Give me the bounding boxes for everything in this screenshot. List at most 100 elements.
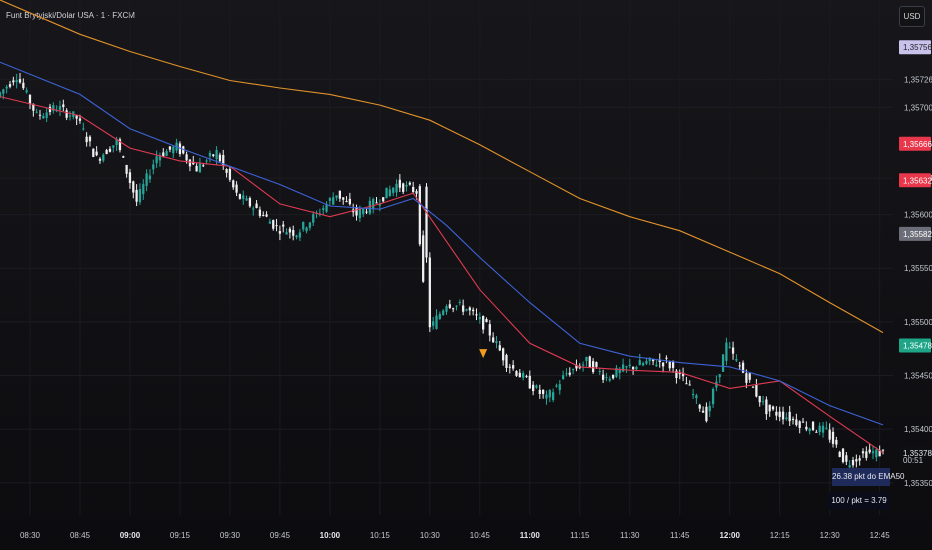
candle-body [615, 367, 618, 377]
candle-235 [781, 406, 785, 425]
candle-body [295, 235, 298, 238]
candle-body [588, 356, 591, 368]
candle-body [845, 455, 848, 462]
candle-158 [525, 374, 528, 378]
candle-body [372, 199, 375, 209]
candle-43 [142, 179, 145, 200]
candle-body [428, 257, 431, 328]
candle-115 [382, 197, 385, 203]
candle-192 [638, 353, 641, 366]
candle-145 [482, 315, 485, 334]
candle-220 [731, 341, 735, 360]
candle-13 [42, 113, 45, 119]
candle-body [242, 195, 245, 199]
candle-60 [198, 157, 202, 173]
candle-body [748, 373, 751, 380]
x-tick-label-6: 10:00 [320, 531, 341, 540]
candle-53 [175, 138, 178, 154]
candle-body [58, 106, 62, 110]
candle-71 [235, 181, 238, 197]
candle-body [418, 186, 421, 245]
candle-body [102, 154, 105, 161]
candle-79 [262, 211, 265, 217]
candle-body [52, 105, 55, 111]
candle-body [45, 112, 48, 118]
candle-237 [788, 405, 791, 427]
candle-124 [412, 181, 415, 195]
candle-147 [488, 319, 491, 342]
candle-245 [815, 429, 818, 433]
candle-26 [85, 132, 88, 147]
candle-27 [88, 135, 92, 147]
candle-body [262, 215, 265, 217]
candle-body [205, 160, 208, 162]
candle-body [68, 115, 72, 117]
y-tick-label-0: 1,35726 [904, 75, 932, 84]
candle-102 [338, 190, 342, 202]
candle-body [628, 364, 631, 367]
candle-213 [708, 401, 711, 418]
candle-body [88, 136, 92, 142]
candle-206 [685, 376, 688, 385]
candle-252 [838, 450, 841, 458]
candle-body [585, 356, 588, 362]
candle-243 [808, 427, 811, 435]
candle-body [658, 359, 661, 363]
candle-body [442, 310, 445, 315]
candle-103 [342, 197, 345, 205]
candle-247 [821, 421, 825, 438]
candle-body [798, 421, 801, 428]
candle-body [558, 384, 561, 391]
candle-232 [771, 405, 775, 411]
candle-253 [841, 447, 845, 464]
candle-body [192, 161, 195, 165]
candle-157 [522, 370, 525, 381]
candle-body [831, 431, 835, 444]
candle-body [142, 184, 145, 195]
candle-body [771, 406, 775, 410]
candle-body [245, 198, 248, 201]
candle-143 [475, 308, 478, 321]
candle-0 [0, 91, 2, 99]
candle-body [868, 449, 871, 453]
candle-144 [478, 312, 481, 324]
candle-101 [335, 195, 338, 201]
candle-body [541, 389, 545, 395]
candle-body [875, 449, 878, 458]
x-tick-label-7: 10:15 [370, 531, 391, 540]
candle-139 [462, 299, 465, 316]
point-value-label: 100 / pkt = 3.79 [828, 492, 890, 510]
candle-153 [508, 363, 511, 374]
candle-88 [292, 225, 295, 241]
candle-163 [541, 389, 545, 399]
currency-button[interactable]: USD [899, 6, 925, 27]
candle-body [818, 425, 821, 432]
candle-body [5, 86, 8, 89]
candle-body [571, 369, 575, 371]
candle-body [82, 128, 85, 130]
candle-64 [212, 153, 215, 158]
candle-122 [405, 181, 408, 192]
candle-37 [122, 155, 125, 159]
candle-body [435, 315, 438, 329]
candle-30 [98, 157, 102, 164]
candle-body [25, 90, 28, 93]
candle-216 [718, 373, 721, 384]
candle-146 [485, 317, 488, 323]
candle-body [382, 197, 385, 202]
candle-body [112, 145, 115, 148]
candle-body [465, 309, 468, 311]
candle-body [215, 149, 218, 159]
candle-body [488, 324, 491, 336]
candle-body [671, 361, 675, 368]
candle-body [135, 189, 138, 202]
candle-body [768, 404, 771, 412]
candle-body [685, 383, 688, 385]
candle-63 [208, 150, 212, 163]
candle-234 [778, 406, 781, 422]
candle-109 [362, 208, 365, 217]
candle-256 [851, 456, 855, 468]
candle-body [848, 465, 851, 468]
